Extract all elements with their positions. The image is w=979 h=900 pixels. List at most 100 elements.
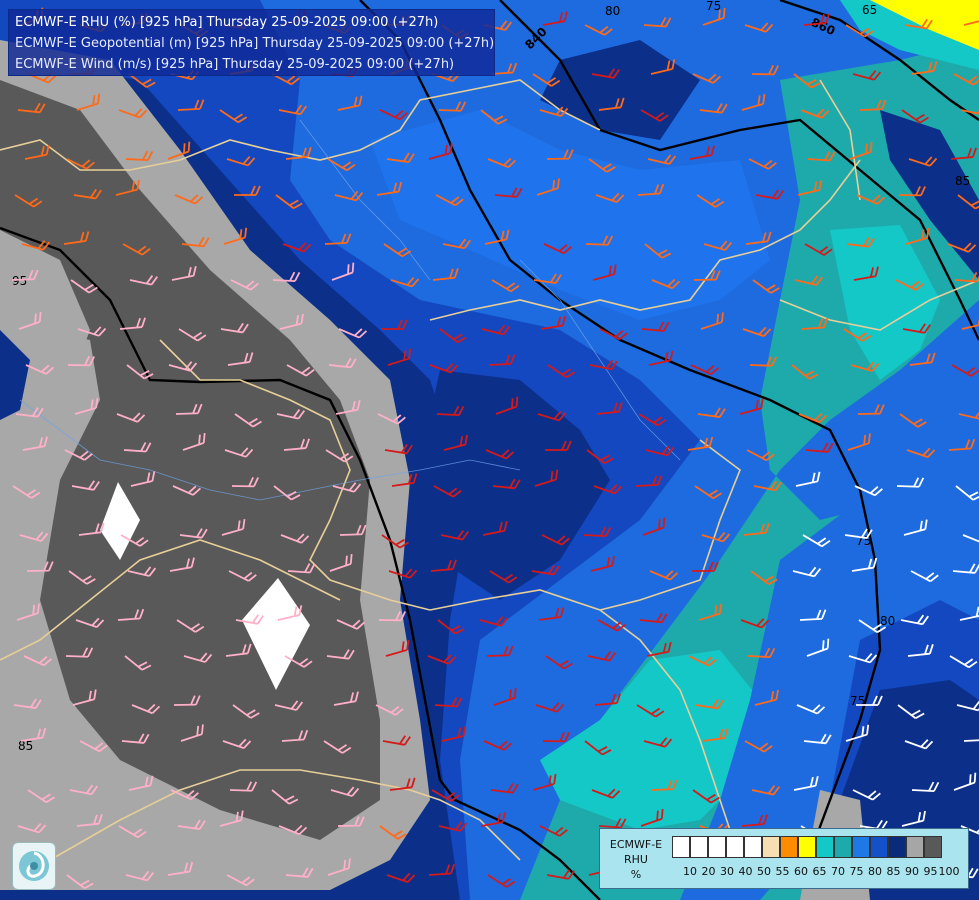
wind-barb: [543, 243, 572, 255]
color-legend: ECMWF-E RHU % 10 20 30 40 50 55 60 65 70 75 80 85 90…: [599, 828, 969, 889]
wind-barb: [176, 619, 205, 633]
wind-barb: [428, 143, 453, 160]
wind-barb: [901, 810, 926, 827]
wind-barb: [687, 436, 714, 451]
wind-barb: [438, 821, 468, 832]
wind-barb: [24, 145, 50, 160]
wind-barb: [750, 570, 778, 586]
legend-swatch: [888, 836, 906, 858]
wind-barb: [329, 553, 353, 572]
wind-barb: [849, 141, 873, 160]
wind-barb: [748, 158, 777, 170]
wind-barb: [798, 412, 828, 424]
wind-barb: [911, 61, 938, 75]
wind-barb: [698, 603, 723, 621]
wind-barb: [636, 704, 665, 718]
legend-swatch: [870, 836, 888, 858]
wind-barb: [903, 519, 928, 536]
wind-barb: [898, 185, 926, 197]
wind-barb: [690, 364, 719, 376]
wind-barb: [947, 242, 977, 253]
wind-barb: [219, 810, 244, 827]
wind-barb: [274, 700, 304, 711]
wind-barb: [20, 727, 47, 742]
wind-barb: [440, 530, 470, 541]
rhu-label: 85: [955, 174, 970, 188]
wind-barb: [742, 326, 772, 338]
wind-barb: [234, 185, 261, 196]
wind-barb: [333, 691, 359, 706]
wind-barb: [797, 180, 823, 196]
wind-barb: [232, 704, 260, 719]
wind-barb: [75, 617, 105, 629]
wind-barb: [537, 410, 567, 422]
legend-swatch: [726, 836, 744, 858]
legend-tick-label: 50: [757, 865, 771, 878]
legend-tick-label: 55: [775, 865, 790, 878]
wind-barb: [429, 363, 459, 374]
wind-barb: [235, 614, 264, 625]
legend-swatch: [834, 836, 852, 858]
wind-barb: [792, 566, 822, 578]
wind-barb: [130, 471, 156, 487]
wind-barb: [66, 158, 95, 170]
wind-barb: [379, 825, 407, 840]
wind-barb: [648, 350, 674, 366]
wind-barb: [651, 278, 681, 290]
wind-barb: [489, 570, 518, 584]
wind-barb: [854, 485, 883, 497]
wind-barb: [843, 328, 872, 342]
wind-barb: [131, 703, 161, 715]
wind-barb: [806, 638, 830, 657]
wind-barb: [695, 698, 724, 710]
wind-barb: [224, 447, 254, 458]
legend-swatch: [924, 836, 942, 858]
wind-barb: [948, 438, 976, 451]
wind-barb: [494, 187, 523, 198]
wind-barb: [950, 147, 977, 160]
legend-unit: %: [630, 868, 642, 881]
map-title-box: ECMWF-E RHU (%) [925 hPa] Thursday 25-09…: [8, 9, 495, 76]
wind-barb: [688, 655, 717, 667]
rhu-label: 75: [706, 0, 721, 13]
legend-model: ECMWF-E: [609, 838, 663, 851]
wind-barb: [179, 528, 208, 539]
wind-barb: [744, 22, 774, 33]
wind-barb: [803, 733, 832, 745]
legend-swatch: [798, 836, 816, 858]
wind-barb: [387, 348, 412, 366]
wind-barb: [182, 432, 206, 451]
geopotential-contour: [499, 0, 979, 341]
wind-barb: [545, 655, 573, 670]
wind-barb: [18, 311, 42, 330]
wind-barb: [71, 480, 100, 491]
legend-swatch: [762, 836, 780, 858]
legend-tick-label: 80: [868, 865, 882, 878]
wind-barb: [119, 317, 146, 330]
rhu-label: 65: [862, 3, 877, 17]
rhu-70-region: [830, 225, 940, 380]
wind-barb: [858, 619, 887, 634]
wind-barb: [960, 825, 979, 836]
wind-barb: [701, 531, 731, 543]
rhu-80-region: [680, 470, 979, 900]
contour-labels: 840 860 80 75 65 85 95 75 80 75 85: [12, 0, 970, 753]
wind-barb: [752, 279, 780, 294]
wind-barb: [584, 740, 612, 756]
wind-barb: [642, 517, 666, 536]
legend-swatch: [708, 836, 726, 858]
wind-barb: [11, 269, 39, 281]
wind-barb: [123, 442, 152, 453]
legend-tick-label: 70: [831, 865, 845, 878]
wind-barb: [897, 704, 925, 720]
legend-tick-label: 20: [701, 865, 716, 878]
wind-barb: [963, 730, 979, 742]
wind-barb: [27, 789, 56, 804]
wind-barb: [122, 243, 151, 256]
wind-barb: [951, 364, 979, 377]
wind-barb: [228, 570, 257, 582]
wind-barb: [178, 328, 207, 342]
wind-barb: [955, 485, 979, 501]
wind-barb: [804, 243, 833, 256]
